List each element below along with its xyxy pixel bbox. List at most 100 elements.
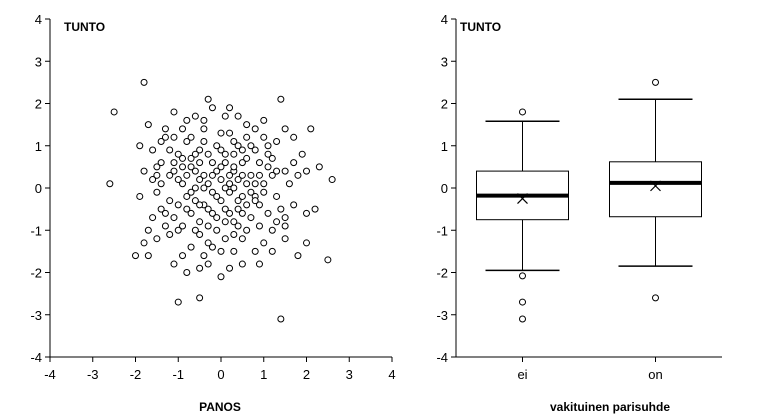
scatter-point (230, 163, 238, 171)
scatter-point (281, 235, 289, 243)
scatter-point (264, 142, 272, 150)
scatter-point (149, 176, 157, 184)
box-marks (476, 78, 702, 323)
scatter-point (157, 205, 165, 213)
scatter-point (264, 163, 272, 171)
scatter-point (230, 218, 238, 226)
scatter-y-tick-label: -4 (30, 350, 42, 365)
box-y-tick-label: 4 (441, 12, 448, 27)
scatter-y-tick-label: 3 (35, 54, 42, 69)
scatter-point (208, 104, 216, 112)
scatter-point (315, 163, 323, 171)
scatter-point (179, 222, 187, 230)
scatter-point (149, 146, 157, 154)
scatter-point (208, 209, 216, 217)
scatter-point (170, 167, 178, 175)
scatter-point (243, 180, 251, 188)
scatter-x-tick-label: 2 (303, 367, 310, 382)
scatter-x-tick-label: 0 (217, 367, 224, 382)
scatter-point (187, 163, 195, 171)
box-outlier (519, 108, 526, 116)
scatter-point (251, 146, 259, 154)
scatter-point (174, 176, 182, 184)
box-y-tick-label: 3 (441, 54, 448, 69)
scatter-point (213, 214, 221, 222)
scatter-point (243, 201, 251, 209)
scatter-point (140, 78, 148, 86)
scatter-point (221, 159, 229, 167)
box-y-tick-label: -1 (436, 223, 448, 238)
scatter-chart: TUNTO PANOS -4 -3 -2 -1 0 1 2 3 4 -4 -3 -2 -1 0 1 2 3 4 (30, 12, 395, 414)
scatter-point (221, 150, 229, 158)
scatter-x-tick-label: 4 (388, 367, 395, 382)
scatter-point (324, 256, 332, 264)
scatter-point (191, 184, 199, 192)
scatter-point (277, 95, 285, 103)
scatter-point (243, 226, 251, 234)
scatter-point (204, 95, 212, 103)
scatter-point (187, 133, 195, 141)
scatter-point (132, 252, 139, 260)
scatter-point (298, 150, 306, 158)
scatter-point (234, 205, 242, 213)
scatter-point (136, 142, 144, 150)
box-iqr (609, 161, 702, 218)
scatter-point (277, 205, 285, 213)
scatter-point (238, 171, 246, 179)
scatter-point (196, 201, 204, 209)
scatter-x-axis-label: PANOS (199, 400, 241, 414)
scatter-point (273, 218, 281, 226)
scatter-point (196, 159, 204, 167)
scatter-point (294, 252, 302, 260)
scatter-point (281, 214, 289, 222)
scatter-point (174, 298, 182, 306)
scatter-point (290, 159, 298, 167)
scatter-point (174, 201, 182, 209)
scatter-x-tick-label: -2 (130, 367, 142, 382)
scatter-point (234, 197, 242, 205)
scatter-point (260, 116, 268, 124)
scatter-y-tick-label: 0 (35, 181, 42, 196)
scatter-point (251, 197, 259, 205)
scatter-point (213, 142, 221, 150)
scatter-point (149, 214, 157, 222)
scatter-point (200, 184, 208, 192)
scatter-point (217, 176, 225, 184)
scatter-point (217, 197, 225, 205)
box-category-label: ei (517, 367, 527, 382)
scatter-point (213, 192, 221, 200)
scatter-point (144, 252, 152, 260)
scatter-point (187, 243, 195, 251)
box-chart: TUNTO vakituinen parisuhde -4 -3 -2 -1 0 1 2 3 4… (436, 12, 722, 414)
scatter-point (260, 188, 268, 196)
scatter-point (191, 112, 199, 120)
scatter-point (230, 138, 238, 146)
box-category-label: on (648, 367, 662, 382)
scatter-x-tick-label: -3 (87, 367, 99, 382)
scatter-y-tick-label: -1 (30, 223, 42, 238)
scatter-point (260, 180, 268, 188)
scatter-point (268, 226, 276, 234)
scatter-point (260, 239, 268, 247)
scatter-point (140, 167, 148, 175)
scatter-x-tick-label: 1 (260, 367, 267, 382)
scatter-point (166, 230, 174, 238)
scatter-y-tick-label: 1 (35, 139, 42, 154)
box-outlier (519, 315, 526, 323)
scatter-point (161, 222, 169, 230)
box-axes: -4 -3 -2 -1 0 1 2 3 4 ei on (436, 12, 722, 382)
box-mean-marker (517, 193, 528, 204)
scatter-point (174, 150, 182, 158)
box-mean-marker (650, 180, 661, 192)
scatter-y-tick-label: 4 (35, 12, 42, 27)
scatter-point (170, 214, 178, 222)
scatter-point (251, 125, 259, 133)
scatter-point (268, 247, 276, 255)
scatter-point (196, 264, 204, 272)
scatter-point (238, 159, 246, 167)
scatter-point (226, 188, 234, 196)
box-outlier (519, 298, 526, 306)
scatter-point (243, 154, 251, 162)
scatter-y-tick-label: 2 (35, 97, 42, 112)
scatter-point (264, 150, 272, 158)
